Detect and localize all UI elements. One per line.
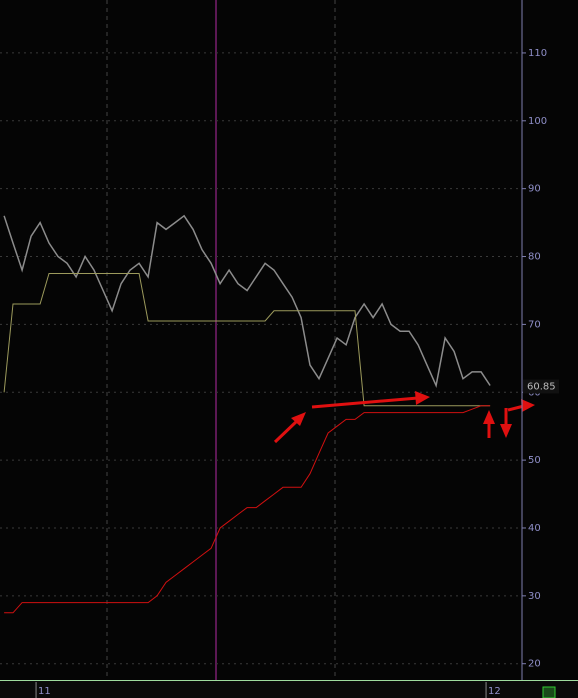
last-price-box [523,379,559,394]
series-line [3,273,491,407]
arrow [311,396,419,409]
series-line [3,214,491,388]
y-tick-label: 70 [528,319,541,330]
annotation-arrows [273,391,535,444]
y-tick-label: 20 [528,659,541,670]
y-tick-label: 80 [528,252,541,263]
arrowhead [500,424,512,438]
last-price-label: 60.85 [527,381,556,392]
y-tick-label: 40 [528,523,541,534]
arrow [273,418,300,444]
arrowhead [291,412,306,426]
y-tick-label: 100 [528,116,547,127]
x-tick-label: 12 [488,686,501,697]
refresh-icon[interactable] [542,686,556,698]
y-tick-label: 30 [528,591,541,602]
x-tick-label: 11 [38,686,51,697]
x-axis-bar [0,680,578,698]
arrowhead [483,410,495,424]
arrowhead [521,399,535,412]
y-tick-label: 90 [528,184,541,195]
series-line [4,405,491,614]
y-tick-label: 110 [528,48,547,59]
plot [3,214,491,614]
arrowhead [415,391,430,405]
arrow [507,404,525,412]
y-tick-label: 50 [528,455,541,466]
